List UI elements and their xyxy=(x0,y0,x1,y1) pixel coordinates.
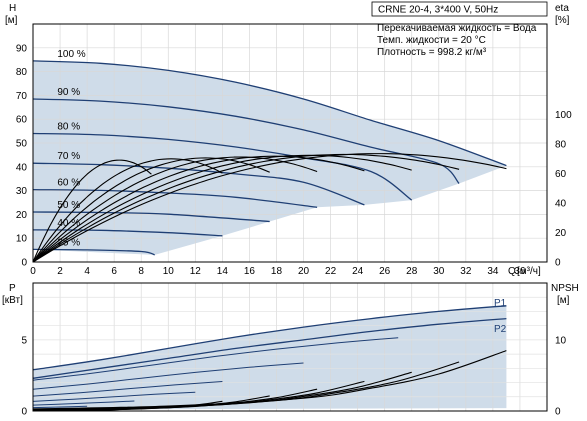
x-tick-label: 6 xyxy=(111,266,117,277)
y-axis-unit: [м] xyxy=(5,15,18,26)
power-curve-reduced xyxy=(32,405,88,409)
x-tick-label: 24 xyxy=(352,266,364,277)
y2-tick-label: 40 xyxy=(555,198,567,209)
npsh-tick-label: 0 xyxy=(555,407,561,418)
x-tick-label: 36 xyxy=(514,266,526,277)
chart-title: CRNE 20-4, 3*400 V, 50Hz xyxy=(378,5,498,16)
power-operating-region xyxy=(33,305,507,410)
npsh-axis-label: NPSH xyxy=(551,283,579,294)
power-tick-label: 5 xyxy=(21,335,27,346)
head-plot-frame xyxy=(32,23,548,263)
x-tick-label: 26 xyxy=(379,266,391,277)
power-curve xyxy=(32,317,507,379)
x-tick-label: 10 xyxy=(163,266,175,277)
y-tick-label: 50 xyxy=(16,139,28,150)
npsh-axis-unit: [м] xyxy=(557,295,570,306)
power-curve-reduced xyxy=(32,337,399,381)
head-curves xyxy=(32,60,507,256)
y2-axis-unit: [%] xyxy=(555,15,570,26)
x-tick-label: 16 xyxy=(244,266,256,277)
speed-label: 40 % xyxy=(57,218,80,229)
speed-label: 50 % xyxy=(57,200,80,211)
y-tick-label: 10 xyxy=(16,234,28,245)
y2-axis-label: eta xyxy=(555,3,569,14)
efficiency-curve xyxy=(32,154,412,263)
y2-tick-label: 80 xyxy=(555,139,567,150)
legend-p1: P1 xyxy=(494,298,507,309)
info-liquid: Перекачиваемая жидкость = Вода xyxy=(377,23,537,34)
y2-tick-label: 60 xyxy=(555,169,567,180)
npsh-curves xyxy=(32,350,507,412)
y-tick-label: 80 xyxy=(16,67,28,78)
x-tick-label: 32 xyxy=(460,266,472,277)
efficiency-curve xyxy=(32,155,365,263)
legend-p2: P2 xyxy=(494,324,507,335)
y-tick-label: 40 xyxy=(16,162,28,173)
efficiency-curves xyxy=(32,153,507,263)
speed-labels: 100 % 90 % 80 % 70 % 60 % 50 % 40 % 25 % xyxy=(57,49,85,248)
y2-tick-label: 0 xyxy=(555,258,561,269)
power-curve-reduced xyxy=(32,362,304,390)
y-tick-label: 20 xyxy=(16,210,28,221)
info-temperature: Темп. жидкости = 20 °C xyxy=(377,35,486,46)
x-tick-label: 22 xyxy=(325,266,337,277)
power-curve-reduced xyxy=(32,381,223,397)
operating-region xyxy=(33,60,507,410)
x-tick-label: 0 xyxy=(30,266,36,277)
x-tick-label: 4 xyxy=(84,266,90,277)
speed-label: 25 % xyxy=(57,237,80,248)
x-tick-label: 2 xyxy=(57,266,63,277)
y2-tick-label: 20 xyxy=(555,228,567,239)
y-tick-label: 60 xyxy=(16,115,28,126)
head-curve xyxy=(32,248,155,256)
y-axis-label: H xyxy=(9,3,16,14)
efficiency-curve xyxy=(32,157,270,263)
tick-labels: 0 2 4 6 8 10 12 14 16 18 20 22 24 26 28 30 32 34 360102030… xyxy=(16,43,572,417)
head-curve xyxy=(32,229,223,237)
x-tick-label: 28 xyxy=(406,266,418,277)
y-tick-label: 30 xyxy=(16,186,28,197)
power-curve-reduced xyxy=(32,400,135,406)
npsh-tick-label: 10 xyxy=(555,335,567,346)
x-axis-unit: [м³/ч] xyxy=(517,266,541,277)
power-tick-label: 0 xyxy=(21,407,27,418)
head-curve xyxy=(32,188,318,208)
x-tick-label: 34 xyxy=(487,266,499,277)
title-box xyxy=(371,1,548,17)
speed-label: 70 % xyxy=(57,151,80,162)
speed-label: 90 % xyxy=(57,87,80,98)
y-tick-label: 90 xyxy=(16,43,28,54)
x-tick-label: 30 xyxy=(433,266,445,277)
power-plot-frame xyxy=(32,282,548,412)
x-axis-label: Q xyxy=(508,266,516,277)
speed-label: 80 % xyxy=(57,121,80,132)
y-tick-label: 0 xyxy=(21,258,27,269)
y2-tick-label: 100 xyxy=(555,110,572,121)
head-curve xyxy=(32,132,413,201)
x-tick-label: 14 xyxy=(217,266,229,277)
x-tick-label: 18 xyxy=(271,266,283,277)
power-axis-unit: [кВт] xyxy=(2,295,23,306)
efficiency-curve xyxy=(32,153,460,263)
y-tick-label: 70 xyxy=(16,91,28,102)
x-tick-label: 20 xyxy=(298,266,310,277)
speed-label: 100 % xyxy=(57,49,85,60)
power-curve-reduced xyxy=(32,391,196,402)
power-axis-label: P xyxy=(9,283,16,294)
power-curve xyxy=(32,305,507,371)
efficiency-curve xyxy=(32,156,318,263)
info-density: Плотность = 998.2 кг/м³ xyxy=(377,47,487,58)
head-curve xyxy=(32,211,270,223)
head-grid xyxy=(32,24,547,263)
head-curve xyxy=(32,98,460,184)
efficiency-curve xyxy=(32,159,152,263)
efficiency-curve xyxy=(32,158,223,263)
speed-label: 60 % xyxy=(57,178,80,189)
x-tick-label: 12 xyxy=(190,266,202,277)
x-tick-label: 8 xyxy=(138,266,144,277)
head-curve xyxy=(32,60,507,167)
efficiency-curve xyxy=(32,153,507,263)
